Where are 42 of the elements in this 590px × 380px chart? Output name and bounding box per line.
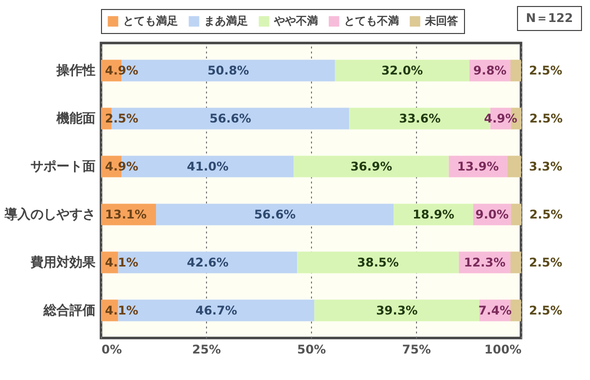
y-tick-label: 費用対効果 (30, 254, 96, 270)
data-label: 9.8% (473, 64, 507, 78)
y-tick-label: 機能面 (56, 110, 96, 127)
data-label: 7.4% (478, 303, 512, 318)
data-label: 12.3% (464, 255, 506, 270)
data-label: 2.5% (529, 303, 562, 318)
data-label: 13.1% (105, 207, 147, 222)
data-label: 2.5% (529, 64, 562, 78)
legend-label: とても不満 (344, 14, 399, 28)
data-label: 41.0% (186, 160, 228, 174)
legend-label: やや不満 (273, 14, 318, 28)
data-label: 4.9% (484, 112, 518, 126)
data-label: 33.6% (398, 112, 441, 126)
data-label: 13.9% (457, 160, 499, 174)
data-label: 9.0% (475, 207, 509, 222)
data-label: 2.5% (529, 255, 562, 270)
data-label: 2.5% (529, 207, 563, 222)
data-label: 39.3% (376, 303, 418, 318)
y-tick-label: 総合評価 (42, 302, 96, 318)
data-label: 38.5% (357, 255, 399, 270)
data-label: 42.6% (186, 255, 228, 270)
data-label: 56.6% (210, 112, 252, 126)
data-label: 56.6% (254, 207, 296, 222)
x-tick-label: 25% (192, 342, 221, 356)
data-label: 32.0% (381, 64, 423, 78)
y-tick-label: 導入のしやすさ (4, 206, 96, 222)
x-tick-label: 75% (402, 342, 431, 356)
x-tick-label: 50% (297, 342, 326, 356)
x-tick-label: 0% (102, 342, 122, 356)
text: N＝122 (516, 6, 582, 31)
data-label: 46.7% (195, 303, 238, 318)
legend-label: 未回答 (424, 14, 459, 28)
data-label: 3.3% (529, 160, 562, 174)
data-label: 36.9% (350, 160, 392, 174)
data-label: 50.8% (207, 64, 250, 78)
y-tick-label: 操作性 (56, 64, 96, 79)
legend-label: とても満足 (123, 14, 178, 28)
x-tick-label: 100% (484, 342, 522, 356)
data-label: 2.5% (529, 112, 563, 126)
y-tick-label: サポート面 (30, 160, 96, 175)
legend-label: まあ満足 (204, 14, 248, 28)
data-label: 18.9% (412, 207, 454, 222)
